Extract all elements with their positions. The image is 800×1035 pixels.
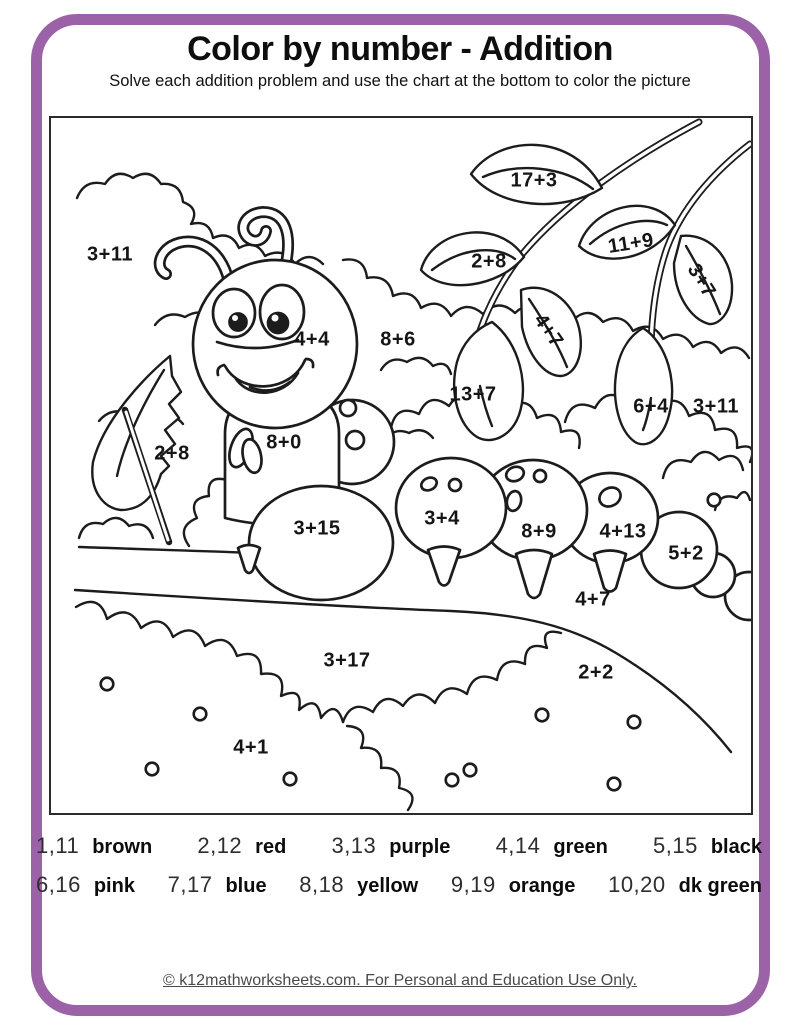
coloring-picture: 3+11 17+3 2+8 11+9 3+7 4+4 8+6 4+7 13+7 6+4 3+11 2+… xyxy=(49,116,753,815)
legend-entry: 8,18 yellow xyxy=(299,872,418,898)
smile xyxy=(223,358,307,388)
legend-color-name: blue xyxy=(225,875,267,897)
caterpillar xyxy=(153,206,751,622)
body-spot xyxy=(504,465,526,483)
arm xyxy=(241,437,263,475)
legend-color-name: yellow xyxy=(357,875,419,897)
legend-entry: 7,17 blue xyxy=(168,872,267,898)
page-title: Color by number - Addition xyxy=(187,30,613,68)
color-chart: 1,11 brown 2,12 red 3,13 purple 4,14 green 5,15 b… xyxy=(36,833,762,898)
footer-link[interactable]: © k12mathworksheets.com. For Personal an… xyxy=(163,972,637,989)
legend-color-name: black xyxy=(710,836,762,858)
legend-entry: 5,15 black xyxy=(653,833,762,859)
body-spot xyxy=(505,489,523,513)
leaf-6-4 xyxy=(613,326,674,446)
segment-3-15 xyxy=(247,484,395,602)
body-spot xyxy=(419,476,439,492)
body-spot xyxy=(338,398,358,418)
bush-outline xyxy=(74,600,345,724)
legend-numbers: 8,18 xyxy=(299,872,345,897)
body-spot xyxy=(344,429,366,451)
legend-entry: 9,19 orange xyxy=(451,872,576,898)
leaf-17-3 xyxy=(469,143,604,206)
legend-row: 1,11 brown 2,12 red 3,13 purple 4,14 green 5,15 b… xyxy=(36,833,762,859)
body-spot xyxy=(598,486,622,508)
legend-numbers: 5,15 xyxy=(653,833,698,858)
bush-outline xyxy=(661,450,745,480)
legend-entry: 4,14 green xyxy=(496,833,608,859)
bush-outline xyxy=(341,630,563,724)
legend-row: 6,16 pink 7,17 blue 8,18 yellow 9,19 orange 10,2… xyxy=(36,872,762,898)
foot xyxy=(592,549,628,593)
legend-entry: 10,20 dk green xyxy=(608,872,762,898)
legend-numbers: 9,19 xyxy=(450,872,496,897)
bush-outline xyxy=(563,392,751,464)
legend-entry: 6,16 pink xyxy=(36,872,135,898)
segment-3-4 xyxy=(394,456,508,560)
path-edge xyxy=(73,588,733,754)
legend-color-name: red xyxy=(255,836,287,858)
caterpillar-scene-drawing xyxy=(73,118,751,812)
legend-numbers: 6,16 xyxy=(36,872,81,897)
legend-color-name: pink xyxy=(93,875,135,897)
legend-color-name: green xyxy=(553,836,608,858)
bush-outline xyxy=(345,724,414,812)
legend-numbers: 3,13 xyxy=(331,833,377,858)
leaf-13-7 xyxy=(453,320,525,442)
left-pupil xyxy=(228,312,248,332)
legend-color-name: dk green xyxy=(678,875,762,897)
legend-numbers: 1,11 xyxy=(36,833,80,858)
ground-dots xyxy=(99,492,722,792)
mouth-open xyxy=(234,371,300,394)
bush-outline xyxy=(75,172,325,266)
purple-border-frame xyxy=(31,14,770,1016)
legend-numbers: 10,20 xyxy=(608,872,666,897)
foot xyxy=(236,543,262,575)
left-leaf xyxy=(91,354,183,546)
bush-outline xyxy=(379,356,453,376)
legend-numbers: 4,14 xyxy=(495,833,541,858)
right-pupil xyxy=(266,311,290,335)
body-spot xyxy=(532,468,548,484)
legend-entry: 1,11 brown xyxy=(36,833,152,859)
legend-numbers: 2,12 xyxy=(197,833,243,858)
legend-entry: 2,12 red xyxy=(197,833,286,859)
body-spot xyxy=(447,477,463,493)
legend-color-name: brown xyxy=(92,836,153,858)
legend-color-name: purple xyxy=(389,836,451,858)
page-subtitle: Solve each addition problem and use the … xyxy=(109,72,691,90)
legend-entry: 3,13 purple xyxy=(331,833,450,859)
legend-numbers: 7,17 xyxy=(167,872,213,897)
branch-leaves xyxy=(419,143,734,446)
foot xyxy=(514,548,554,600)
legend-color-name: orange xyxy=(508,875,576,897)
muzzle-line xyxy=(215,338,300,350)
foot xyxy=(426,545,462,587)
leaf-11-9 xyxy=(577,204,677,260)
bush-outline xyxy=(77,516,155,540)
leaf-3-7 xyxy=(672,234,734,326)
leaf-2-8 xyxy=(419,231,526,287)
tongue-line xyxy=(248,380,292,392)
